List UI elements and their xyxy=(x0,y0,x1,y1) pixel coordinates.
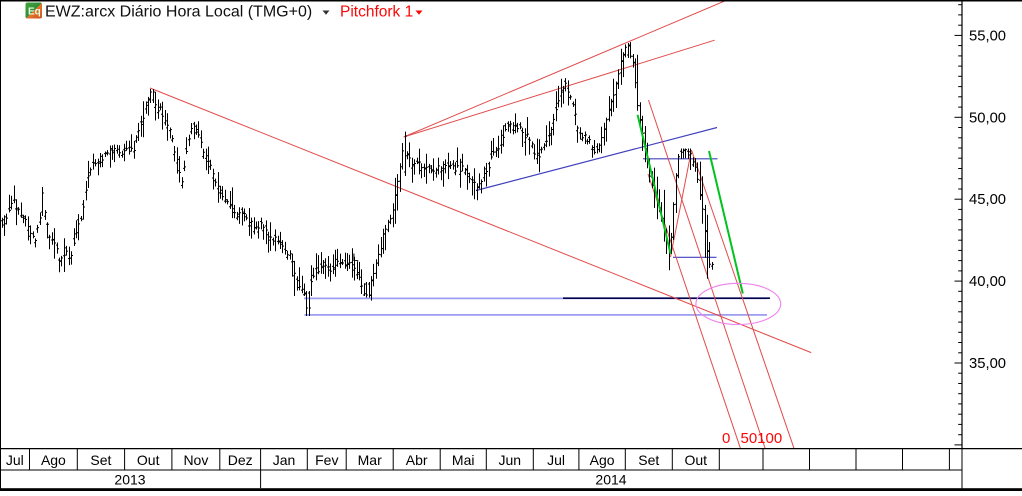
svg-text:Jul: Jul xyxy=(6,452,24,468)
svg-text:Out: Out xyxy=(137,452,160,468)
svg-text:Mar: Mar xyxy=(358,452,382,468)
svg-text:Ago: Ago xyxy=(590,452,615,468)
svg-text:35,00: 35,00 xyxy=(969,356,1006,372)
svg-text:EWZ:arcx Diário Hora Local (TM: EWZ:arcx Diário Hora Local (TMG+0) xyxy=(45,4,312,21)
svg-text:Eq: Eq xyxy=(28,7,41,18)
svg-text:Set: Set xyxy=(90,452,111,468)
svg-text:Jun: Jun xyxy=(499,452,522,468)
svg-text:Fev: Fev xyxy=(315,452,338,468)
svg-text:Nov: Nov xyxy=(183,452,208,468)
svg-text:Jan: Jan xyxy=(273,452,296,468)
svg-text:Ago: Ago xyxy=(41,452,66,468)
svg-text:50100: 50100 xyxy=(741,430,783,447)
svg-text:50,00: 50,00 xyxy=(969,110,1006,126)
svg-text:Pitchfork 1: Pitchfork 1 xyxy=(340,4,413,21)
svg-text:Out: Out xyxy=(685,452,708,468)
svg-text:L: L xyxy=(353,252,359,264)
svg-text:40,00: 40,00 xyxy=(969,274,1006,290)
svg-text:2014: 2014 xyxy=(595,472,626,488)
svg-text:Abr: Abr xyxy=(406,452,428,468)
svg-text:0: 0 xyxy=(722,430,730,447)
svg-text:Dez: Dez xyxy=(228,452,253,468)
svg-text:45,00: 45,00 xyxy=(969,192,1006,208)
svg-text:Jul: Jul xyxy=(547,452,565,468)
svg-text:Set: Set xyxy=(638,452,659,468)
svg-text:2013: 2013 xyxy=(114,472,145,488)
svg-text:Mai: Mai xyxy=(452,452,475,468)
svg-text:55,00: 55,00 xyxy=(969,28,1006,44)
